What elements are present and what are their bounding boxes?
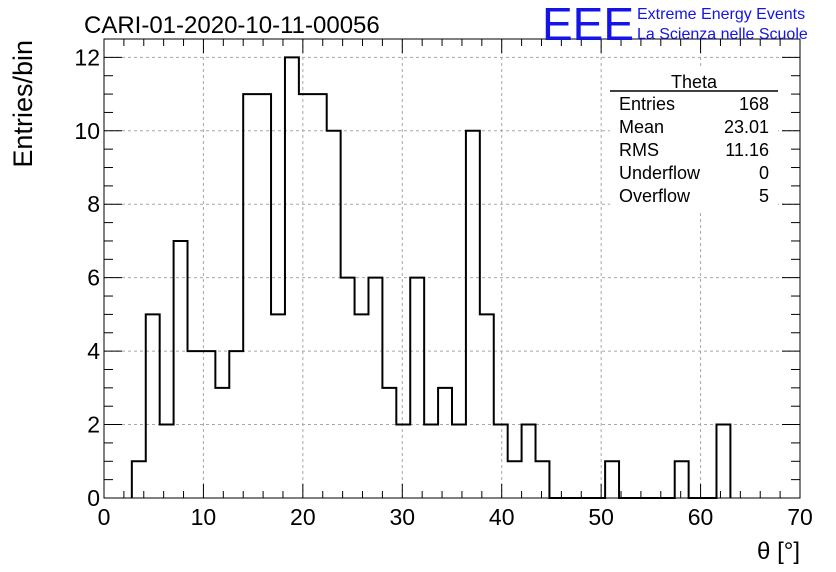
- stats-box-title: Theta: [671, 72, 718, 92]
- stats-row-value: 23.01: [724, 117, 769, 137]
- histogram-bin: [313, 94, 327, 498]
- eee-logo-line1: Extreme Energy Events: [637, 6, 805, 23]
- stats-row-value: 0: [759, 163, 769, 183]
- histogram-bars: [130, 56, 732, 499]
- y-tick-label: 8: [87, 191, 100, 217]
- stats-row-label: Entries: [619, 94, 675, 114]
- histogram-bin: [355, 314, 369, 498]
- y-tick-labels: 0 2 4 6 8 10 12: [74, 44, 100, 511]
- stats-row-label: RMS: [619, 140, 659, 160]
- histogram-bin: [146, 314, 160, 498]
- histogram-bin: [188, 351, 202, 498]
- histogram-bin: [257, 94, 271, 498]
- stats-box-rows: Entries 168 Mean 23.01 RMS 11.16 Underflow 0 Ove…: [619, 94, 769, 206]
- histogram-bin: [424, 425, 438, 498]
- histogram-bin: [605, 461, 619, 498]
- stats-row-label: Overflow: [619, 186, 691, 206]
- axis-ticks: [103, 38, 801, 499]
- histogram-bin: [201, 351, 215, 498]
- stats-row-value: 11.16: [725, 140, 769, 160]
- histogram-bin: [396, 425, 410, 498]
- stats-box: Theta Entries 168 Mean 23.01 RMS 11.16 Underfl…: [610, 69, 778, 210]
- y-tick-label: 6: [87, 265, 100, 291]
- y-axis-label: Entries/bin: [8, 40, 38, 168]
- histogram-bin: [536, 461, 550, 498]
- histogram-bin: [466, 131, 480, 498]
- histogram-bin: [160, 425, 174, 498]
- histogram-bin: [508, 461, 522, 498]
- y-tick-label: 0: [87, 485, 100, 511]
- y-tick-label: 12: [74, 44, 100, 70]
- chart-title: CARI-01-2020-10-11-00056: [84, 12, 380, 39]
- histogram-bin: [215, 388, 229, 498]
- histogram-bin: [410, 278, 424, 498]
- histogram-bin: [438, 388, 452, 498]
- y-tick-label: 4: [87, 338, 100, 364]
- histogram-bin: [494, 425, 508, 498]
- stats-box-background: [610, 69, 778, 210]
- eee-logo-mark: EEE: [542, 0, 634, 50]
- stats-row-value: 5: [759, 186, 769, 206]
- x-tick-label: 50: [588, 504, 614, 530]
- x-tick-label: 0: [98, 504, 111, 530]
- eee-logo-line2: La Scienza nelle Scuole: [637, 26, 808, 43]
- histogram-bin: [271, 314, 285, 498]
- histogram-bin: [716, 425, 730, 498]
- histogram-bin: [174, 241, 188, 498]
- x-tick-label: 10: [191, 504, 217, 530]
- plot-frame: [103, 38, 801, 499]
- histogram-outline: [130, 56, 732, 499]
- stats-row-label: Mean: [619, 117, 664, 137]
- stats-row-label: Underflow: [619, 163, 701, 183]
- histogram-bin: [480, 314, 494, 498]
- x-tick-labels: 0 10 20 30 40 50 60 70: [98, 504, 813, 530]
- x-tick-label: 70: [787, 504, 813, 530]
- stats-row-value: 168: [739, 94, 769, 114]
- x-axis-label: θ [°]: [757, 538, 800, 565]
- histogram-bin: [522, 425, 536, 498]
- x-tick-label: 40: [489, 504, 515, 530]
- histogram-bin: [341, 278, 355, 498]
- y-tick-label: 10: [74, 118, 100, 144]
- histogram-bin: [452, 425, 466, 498]
- histogram-bin: [675, 461, 689, 498]
- histogram-bin: [285, 57, 299, 498]
- x-tick-label: 60: [688, 504, 714, 530]
- histogram-bin: [327, 131, 341, 498]
- histogram-bin: [243, 94, 257, 498]
- histogram-bin: [299, 94, 313, 498]
- histogram-bin: [382, 388, 396, 498]
- x-tick-label: 30: [389, 504, 415, 530]
- eee-logo: EEE Extreme Energy Events La Scienza nel…: [542, 0, 808, 50]
- histogram-bin: [229, 351, 243, 498]
- x-tick-label: 20: [290, 504, 316, 530]
- y-tick-label: 2: [87, 412, 100, 438]
- histogram-bin: [368, 278, 382, 498]
